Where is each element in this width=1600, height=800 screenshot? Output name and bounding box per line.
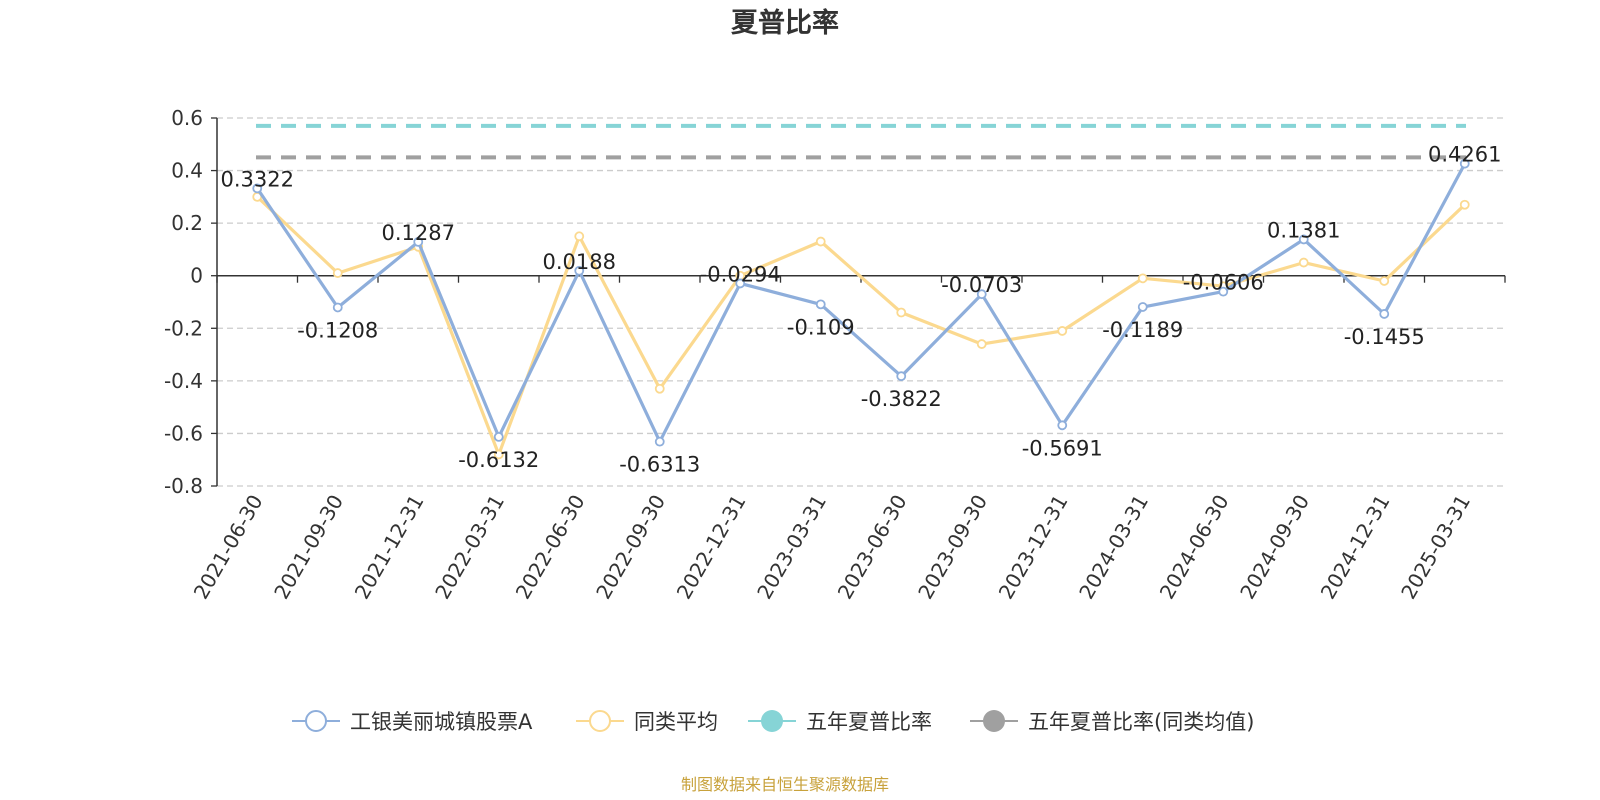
legend-marker: [589, 710, 611, 732]
y-tick-label: -0.4: [164, 369, 203, 393]
x-tick-label: 2023-12-31: [994, 491, 1073, 604]
data-point: [735, 278, 746, 289]
x-tick-label: 2021-09-30: [269, 491, 348, 604]
data-label: -0.0606: [1183, 271, 1264, 295]
data-label: 0.1287: [382, 221, 455, 245]
data-label: -0.6313: [619, 453, 700, 477]
x-tick-label: 2025-03-31: [1396, 491, 1475, 604]
x-tick-label: 2024-09-30: [1235, 491, 1314, 604]
x-tick-label: 2024-12-31: [1316, 491, 1395, 604]
y-tick-label: 0.4: [171, 159, 203, 183]
legend-item: 五年夏普比率: [748, 710, 932, 734]
legend-marker: [983, 710, 1005, 732]
data-point: [493, 449, 504, 460]
data-point: [332, 302, 343, 313]
x-tick-label: 2022-12-31: [672, 491, 751, 604]
legend-label: 同类平均: [634, 710, 718, 734]
legend-label: 五年夏普比率: [806, 710, 932, 734]
data-point: [976, 289, 987, 300]
y-tick-label: -0.2: [164, 316, 203, 340]
data-point: [896, 307, 907, 318]
axes: [216, 118, 1505, 486]
data-label: -0.1455: [1344, 325, 1425, 349]
data-point: [896, 371, 907, 382]
data-point: [815, 236, 826, 247]
series-lines: [252, 158, 1470, 460]
data-point: [1137, 302, 1148, 312]
data-point: [252, 183, 263, 194]
data-point: [815, 299, 826, 310]
legend-marker: [305, 710, 327, 732]
data-label: -0.109: [787, 315, 855, 339]
legend-label: 工银美丽城镇股票A: [350, 710, 533, 734]
legend-item: 工银美丽城镇股票A: [292, 710, 533, 734]
data-point: [1057, 420, 1068, 431]
data-point: [413, 236, 424, 247]
data-point: [1057, 326, 1068, 336]
data-label: -0.0703: [941, 273, 1022, 297]
data-point: [654, 436, 665, 447]
y-tick-label: 0.2: [171, 211, 203, 235]
x-tick-label: 2022-09-30: [591, 491, 670, 604]
x-tick-label: 2023-03-31: [752, 491, 831, 604]
series-line: [256, 195, 1466, 457]
data-point: [976, 339, 987, 349]
data-point: [1137, 273, 1148, 284]
data-point: [1379, 309, 1390, 319]
data-label: 0.0188: [543, 250, 616, 274]
data-label: -0.6132: [458, 448, 539, 472]
data-label: -0.3822: [861, 387, 942, 411]
data-point: [654, 383, 665, 394]
legend: 工银美丽城镇股票A 同类平均 五年夏普比率 五年夏普比率(同类均值): [292, 710, 1254, 734]
data-label: -0.5691: [1022, 436, 1103, 460]
x-tick-label: 2024-06-30: [1155, 491, 1234, 604]
x-tick-label: 2023-09-30: [913, 491, 992, 604]
data-point: [1459, 158, 1470, 169]
x-tick-label: 2021-12-31: [350, 491, 429, 604]
data-label: 0.3322: [221, 167, 294, 191]
x-tick-label: 2023-06-30: [833, 491, 912, 604]
data-point: [493, 431, 504, 442]
data-label: -0.1208: [297, 318, 378, 342]
x-tick-label: 2021-06-30: [189, 491, 268, 604]
y-tick-label: -0.8: [164, 474, 203, 498]
data-point: [574, 265, 585, 276]
data-label: 0.4261: [1428, 143, 1501, 167]
data-labels: 0.3322 -0.1208 0.1287 -0.6132 0.0188 -0.6313 -…: [221, 143, 1502, 477]
data-label: 0.1381: [1267, 218, 1340, 242]
legend-label: 五年夏普比率(同类均值): [1028, 710, 1254, 734]
source-note: 制图数据来自恒生聚源数据库: [681, 775, 889, 794]
chart-title: 夏普比率: [731, 7, 839, 39]
data-label: -0.1189: [1102, 318, 1183, 342]
legend-item: 同类平均: [576, 710, 718, 734]
x-tick-label: 2022-03-31: [430, 491, 509, 604]
x-tick-label: 2022-06-30: [511, 491, 590, 604]
data-label: -0.0294: [700, 262, 781, 286]
data-point: [1218, 286, 1229, 297]
data-point: [1459, 199, 1470, 210]
legend-item: 五年夏普比率(同类均值): [970, 710, 1254, 734]
reference-lines: [256, 123, 1466, 160]
y-tick-label: 0: [190, 264, 203, 288]
data-point: [1298, 234, 1309, 245]
data-point: [1379, 276, 1390, 286]
x-tick-label: 2024-03-31: [1074, 491, 1153, 604]
y-axis-ticks: 0.6 0.4 0.2 0 -0.2 -0.4 -0.6 -0.8: [164, 106, 217, 498]
data-point: [332, 268, 343, 278]
data-point: [574, 231, 585, 242]
y-tick-label: -0.6: [164, 421, 203, 445]
legend-marker: [761, 710, 783, 732]
y-tick-label: 0.6: [171, 106, 203, 130]
series-line: [255, 162, 1467, 444]
data-point: [1298, 257, 1309, 268]
grid-lines: [217, 117, 1505, 487]
